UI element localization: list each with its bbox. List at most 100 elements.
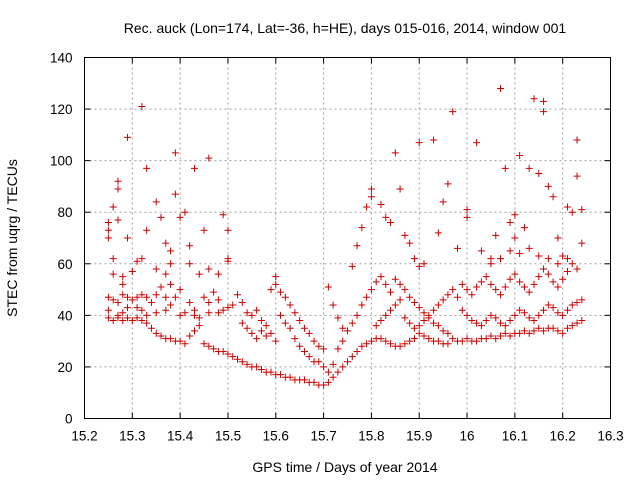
data-point (473, 283, 481, 291)
point-layer (104, 84, 586, 389)
tick-layer: 15.2 15.3 15.4 15.5 15.6 15.7 15.8 15.9 16 16.1 16… (50, 51, 624, 444)
data-point (535, 252, 543, 260)
data-point (272, 273, 280, 281)
data-point (157, 213, 165, 221)
data-point (281, 319, 289, 327)
data-point (482, 273, 490, 281)
data-point (157, 332, 165, 340)
data-point (578, 296, 586, 304)
data-point (305, 353, 313, 361)
data-point (540, 97, 548, 105)
data-point (573, 265, 581, 273)
data-point (468, 291, 476, 299)
data-point (104, 219, 112, 227)
data-point (530, 317, 538, 325)
data-point (544, 182, 552, 190)
data-point (420, 332, 428, 340)
data-point (344, 327, 351, 335)
data-point (563, 324, 571, 332)
chart-title: Rec. auck (Lon=174, Lat=-36, h=HE), days… (124, 20, 567, 36)
data-point (535, 324, 543, 332)
data-point (492, 286, 500, 294)
data-point (348, 353, 356, 361)
data-point (143, 226, 151, 234)
data-point (186, 332, 194, 340)
data-point (420, 309, 428, 317)
data-point (234, 355, 242, 363)
data-point (162, 293, 170, 301)
data-point (406, 319, 414, 327)
data-point (506, 219, 514, 227)
data-point (248, 329, 256, 337)
data-point (406, 293, 414, 301)
data-point (267, 286, 275, 294)
data-point (200, 293, 208, 301)
data-point (559, 252, 567, 260)
data-point (444, 329, 452, 337)
data-point (477, 278, 485, 286)
data-point (253, 335, 261, 343)
data-point (415, 139, 423, 147)
data-point (511, 311, 519, 319)
data-point (396, 296, 404, 304)
data-point (219, 211, 227, 219)
data-point (210, 345, 218, 353)
data-point (425, 311, 433, 319)
data-point (229, 301, 237, 309)
data-point (320, 345, 328, 353)
data-point (167, 247, 175, 255)
data-point (578, 206, 586, 214)
x-tick-label: 15.3 (119, 429, 145, 444)
data-point (114, 177, 122, 185)
x-tick-label: 15.9 (406, 429, 432, 444)
data-point (152, 265, 160, 273)
data-point (473, 139, 481, 147)
x-tick-label: 15.7 (310, 429, 336, 444)
data-point (482, 317, 490, 325)
data-point (296, 342, 304, 350)
data-point (434, 337, 442, 345)
data-point (300, 324, 308, 332)
data-point (487, 280, 495, 288)
data-point (382, 311, 390, 319)
data-point (463, 286, 471, 294)
data-point (186, 242, 194, 250)
data-point (214, 309, 222, 317)
data-point (181, 340, 189, 348)
data-point (516, 306, 524, 314)
data-point (124, 314, 132, 322)
data-point (286, 373, 294, 381)
data-point (410, 255, 418, 263)
data-point (367, 185, 375, 193)
y-tick-label: 120 (50, 102, 73, 117)
x-tick-label: 16.2 (550, 429, 576, 444)
data-point (190, 311, 198, 319)
data-point (334, 345, 342, 353)
data-point (525, 288, 533, 296)
data-point (382, 213, 390, 221)
data-point (272, 337, 280, 345)
data-point (143, 164, 151, 172)
data-point (171, 190, 179, 198)
data-point (296, 317, 304, 325)
data-point (492, 314, 500, 322)
data-point (243, 324, 251, 332)
data-point (262, 322, 270, 330)
data-point (353, 347, 361, 355)
data-point (329, 373, 337, 381)
data-point (138, 306, 146, 314)
data-point (124, 133, 132, 141)
data-point (449, 286, 457, 294)
data-point (138, 102, 146, 110)
data-point (559, 275, 567, 283)
data-point (267, 329, 275, 337)
data-point (167, 335, 175, 343)
data-point (152, 291, 160, 299)
data-point (430, 319, 438, 327)
data-point (434, 301, 442, 309)
data-point (535, 311, 543, 319)
data-point (535, 273, 543, 281)
data-point (434, 229, 442, 237)
data-point (324, 368, 332, 376)
data-point (406, 337, 414, 345)
